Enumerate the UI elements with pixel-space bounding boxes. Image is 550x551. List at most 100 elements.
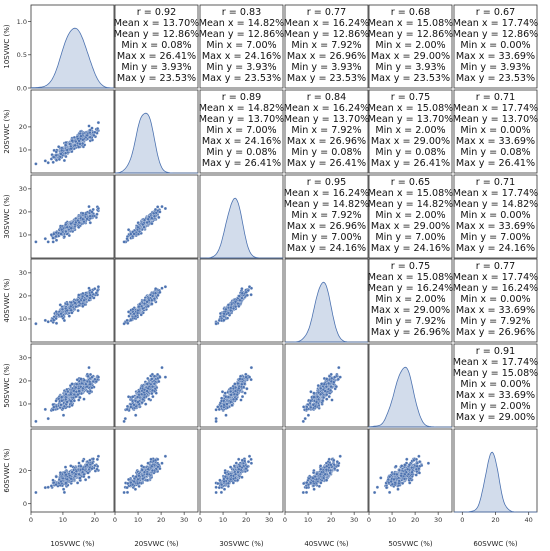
scatter-point bbox=[43, 485, 47, 490]
scatter-point bbox=[129, 480, 133, 485]
panel-3-2 bbox=[199, 258, 284, 343]
scatter-point bbox=[224, 307, 228, 312]
scatter-point bbox=[139, 392, 144, 396]
panel-3-1 bbox=[114, 258, 199, 343]
stat-line: r = 0.91 bbox=[476, 346, 515, 357]
scatter-point bbox=[88, 293, 92, 297]
scatter-point bbox=[332, 380, 336, 384]
scatter-point bbox=[81, 386, 85, 391]
scatter-point bbox=[326, 381, 331, 386]
kde-curve bbox=[285, 281, 368, 343]
scatter-point bbox=[152, 374, 157, 378]
scatter-point bbox=[46, 416, 50, 421]
scatter-point bbox=[84, 212, 88, 217]
scatter-point bbox=[54, 158, 59, 162]
scatter-point bbox=[150, 302, 154, 306]
scatter-point bbox=[337, 365, 341, 370]
scatter-point bbox=[236, 381, 240, 386]
x-tick-label: 0 bbox=[29, 516, 33, 524]
scatter-point bbox=[129, 232, 133, 236]
stat-line: r = 0.75 bbox=[391, 261, 430, 272]
stat-line: Min x = 2.00% bbox=[375, 40, 445, 51]
stat-line: Mean x = 15.08% bbox=[368, 103, 454, 114]
y-tick-label: 10 bbox=[19, 146, 27, 154]
scatter-point bbox=[160, 286, 164, 290]
scatter-point bbox=[69, 221, 73, 226]
scatter-point bbox=[87, 204, 91, 209]
scatter-point bbox=[309, 399, 313, 403]
scatter-point bbox=[69, 477, 73, 481]
stat-line: r = 0.77 bbox=[476, 261, 515, 272]
scatter-point bbox=[123, 416, 127, 421]
scatter-point bbox=[319, 386, 323, 391]
scatter-point bbox=[83, 478, 88, 482]
scatter-point bbox=[69, 226, 73, 230]
y-tick-label: 10 bbox=[19, 231, 27, 239]
scatter-point bbox=[131, 395, 135, 399]
scatter-point bbox=[65, 400, 69, 404]
kde-curve bbox=[30, 27, 114, 89]
stat-line: Min x = 2.00% bbox=[375, 125, 445, 136]
scatter-point bbox=[150, 298, 154, 302]
scatter-point bbox=[126, 228, 131, 232]
scatter-point bbox=[126, 310, 131, 314]
stat-line: r = 0.95 bbox=[307, 177, 346, 188]
scatter-point bbox=[241, 385, 246, 389]
scatter-point bbox=[333, 375, 337, 379]
scatter-point bbox=[146, 461, 150, 465]
stat-line: r = 0.92 bbox=[137, 7, 176, 18]
x-tick-label: 20 bbox=[157, 516, 165, 524]
scatter-point bbox=[126, 321, 130, 325]
panel-4-2 bbox=[199, 343, 284, 428]
scatter-point bbox=[330, 376, 334, 381]
scatter-point bbox=[90, 375, 94, 379]
x-axis-label: 10SVWC (%) bbox=[50, 540, 95, 548]
scatter-point bbox=[132, 232, 136, 236]
stat-line: Min y = 0.08% bbox=[206, 147, 276, 158]
stat-line: Mean x = 15.08% bbox=[368, 18, 454, 29]
stat-line: Mean x = 17.74% bbox=[453, 188, 539, 199]
scatter-point bbox=[86, 471, 90, 475]
scatter-point bbox=[145, 220, 149, 225]
scatter-point bbox=[314, 400, 319, 404]
stat-line: Min y = 7.92% bbox=[375, 316, 445, 327]
scatter-point bbox=[96, 375, 101, 379]
stat-line: Max y = 24.16% bbox=[371, 243, 450, 254]
scatter-point bbox=[76, 308, 80, 313]
scatter-point bbox=[145, 478, 150, 482]
stat-line: Mean x = 17.74% bbox=[453, 18, 539, 29]
y-tick-label: 20 bbox=[19, 292, 27, 300]
scatter-point bbox=[230, 403, 234, 407]
stat-line: Min y = 7.00% bbox=[375, 232, 445, 243]
scatter-point bbox=[87, 365, 91, 370]
scatter-point bbox=[122, 240, 126, 244]
scatter-point bbox=[69, 308, 73, 312]
scatter-point bbox=[247, 285, 252, 289]
scatter-point bbox=[142, 301, 147, 306]
stat-line: r = 0.68 bbox=[391, 7, 430, 18]
scatter-point bbox=[88, 221, 92, 225]
scatter-point bbox=[156, 205, 160, 209]
stat-line: Mean x = 17.74% bbox=[453, 272, 539, 283]
scatter-point bbox=[91, 457, 95, 461]
panel-1-1 bbox=[114, 89, 199, 174]
scatter-point bbox=[82, 298, 86, 302]
x-axis-label: 20SVWC (%) bbox=[134, 540, 179, 548]
scatter-point bbox=[249, 457, 253, 462]
scatter-point bbox=[51, 240, 55, 244]
stat-line: Max x = 29.00% bbox=[371, 305, 450, 316]
scatter-point bbox=[52, 148, 56, 153]
scatter-point bbox=[233, 389, 238, 393]
scatter-point bbox=[64, 222, 68, 227]
scatter-point bbox=[150, 468, 155, 473]
scatter-point bbox=[244, 375, 248, 379]
scatter-point bbox=[122, 322, 126, 326]
stat-line: Mean y = 14.82% bbox=[284, 199, 370, 210]
scatter-point bbox=[85, 217, 89, 221]
scatter-point bbox=[142, 392, 147, 397]
scatter-point bbox=[150, 216, 154, 220]
scatter-point bbox=[244, 290, 248, 294]
stat-line: r = 0.84 bbox=[307, 92, 346, 103]
scatter-point bbox=[90, 126, 94, 130]
